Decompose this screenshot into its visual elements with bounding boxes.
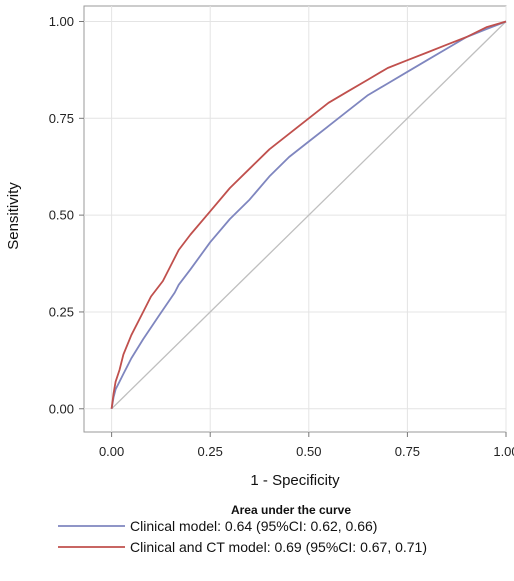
y-tick-label: 1.00 — [49, 14, 74, 29]
legend: Clinical model: 0.64 (95%CI: 0.62, 0.66)… — [58, 518, 427, 555]
y-tick-label: 0.50 — [49, 208, 74, 223]
chance-line — [111, 21, 507, 410]
legend-label: Clinical and CT model: 0.69 (95%CI: 0.67… — [130, 539, 427, 555]
plot-area — [83, 5, 507, 433]
y-tick-label: 0.00 — [49, 401, 74, 416]
legend-title: Area under the curve — [231, 503, 351, 517]
y-tick-label: 0.25 — [49, 304, 74, 319]
x-tick-label: 0.50 — [296, 444, 321, 459]
y-tick-label: 0.75 — [49, 111, 74, 126]
x-tick-label: 1.00 — [493, 444, 514, 459]
x-tick-label: 0.00 — [99, 444, 124, 459]
gridlines — [84, 6, 507, 432]
roc-curve-clinical-ct — [110, 20, 507, 409]
axis-ticks: 0.00 0.25 0.50 0.75 1.00 0.00 0.25 0.50 0.75 1.00 — [49, 14, 514, 459]
x-axis-title: 1 - Specificity — [250, 472, 340, 489]
legend-label: Clinical model: 0.64 (95%CI: 0.62, 0.66) — [130, 518, 377, 534]
y-axis-title: Sensitivity — [5, 182, 22, 250]
reference-diagonal — [111, 21, 507, 410]
x-tick-label: 0.25 — [198, 444, 223, 459]
series-lines — [110, 20, 507, 409]
roc-curve-clinical — [110, 20, 507, 409]
x-tick-label: 0.75 — [395, 444, 420, 459]
